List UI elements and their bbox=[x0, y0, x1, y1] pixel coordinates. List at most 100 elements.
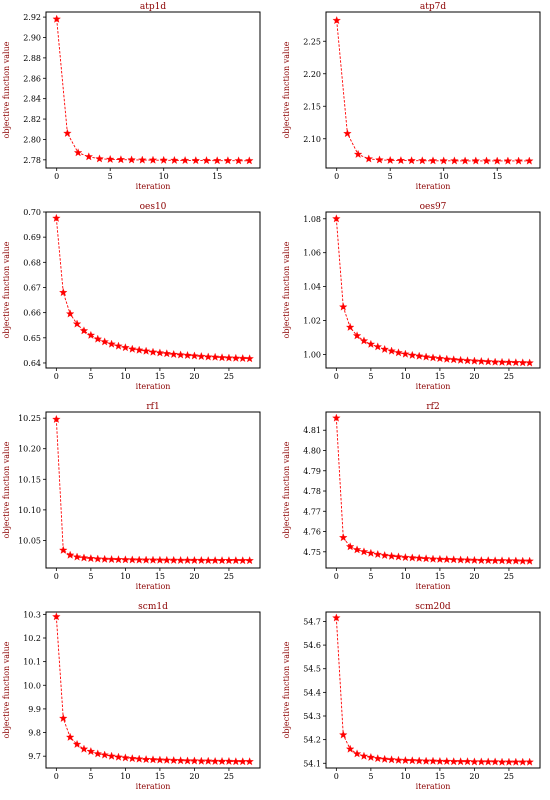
data-point-star bbox=[395, 553, 403, 560]
x-tick-label: 20 bbox=[189, 772, 199, 781]
data-point-star bbox=[87, 747, 95, 754]
data-point-star bbox=[483, 157, 491, 164]
data-point-star bbox=[519, 359, 527, 366]
chart-title: rf1 bbox=[146, 402, 159, 412]
plot-frame bbox=[46, 412, 260, 568]
data-point-star bbox=[498, 358, 506, 365]
data-point-star bbox=[184, 757, 192, 764]
data-point-star bbox=[149, 348, 157, 355]
y-tick-label: 54.6 bbox=[303, 641, 321, 650]
chart-panel-rf2: rf2 0 5 10 15 20 25 4.75 4.76 4.77 4.78 4.79 4.80 4.8… bbox=[280, 400, 550, 595]
data-point-star bbox=[367, 753, 375, 760]
data-point-star bbox=[360, 752, 368, 759]
data-point-star bbox=[218, 757, 226, 764]
data-point-star bbox=[128, 345, 136, 352]
data-point-star bbox=[184, 351, 192, 358]
y-tick-label: 10.20 bbox=[18, 445, 41, 454]
data-point-star bbox=[246, 355, 254, 362]
data-point-star bbox=[374, 755, 382, 762]
data-point-star bbox=[246, 157, 254, 164]
data-point-star bbox=[397, 157, 405, 164]
x-tick-label: 20 bbox=[469, 572, 479, 581]
chart-panel-scm20d: scm20d 0 5 10 15 20 25 54.1 54.2 54.3 54.4 54.5 54.6… bbox=[280, 600, 550, 795]
data-point-star bbox=[139, 156, 147, 163]
x-tick-label: 5 bbox=[368, 772, 373, 781]
y-axis-label: objective function value bbox=[282, 641, 291, 738]
x-axis-label: iteration bbox=[416, 182, 451, 191]
data-point-star bbox=[135, 556, 143, 563]
chart-title: atp1d bbox=[140, 2, 166, 12]
y-tick-label: 2.20 bbox=[303, 70, 321, 79]
y-tick-label: 10.05 bbox=[18, 536, 41, 545]
data-point-star bbox=[526, 758, 534, 765]
y-tick-label: 54.2 bbox=[303, 736, 321, 745]
x-axis-label: iteration bbox=[416, 782, 451, 791]
data-point-star bbox=[478, 758, 486, 765]
data-point-star bbox=[218, 557, 226, 564]
data-point-star bbox=[191, 556, 199, 563]
data-point-star bbox=[408, 554, 416, 561]
x-tick-label: 5 bbox=[88, 772, 93, 781]
y-tick-label: 2.86 bbox=[23, 74, 41, 83]
data-point-star bbox=[512, 557, 520, 564]
data-point-star bbox=[408, 157, 416, 164]
y-tick-label: 1.00 bbox=[303, 350, 321, 359]
data-point-star bbox=[491, 557, 499, 564]
x-tick-label: 20 bbox=[469, 772, 479, 781]
data-point-star bbox=[344, 130, 352, 137]
data-point-star bbox=[170, 350, 178, 357]
x-axis-label: iteration bbox=[136, 782, 171, 791]
plot-frame bbox=[326, 612, 540, 768]
y-tick-label: 2.84 bbox=[23, 95, 41, 104]
y-tick-label: 2.80 bbox=[23, 135, 41, 144]
data-point-star bbox=[177, 757, 185, 764]
y-tick-label: 10.2 bbox=[23, 634, 41, 643]
data-point-star bbox=[436, 355, 444, 362]
data-point-star bbox=[415, 757, 423, 764]
chart-title: rf2 bbox=[426, 402, 439, 412]
chart-svg: atp7d 0 5 10 15 2.10 2.15 2.20 2.25 iteration obje… bbox=[280, 0, 550, 195]
data-point-star bbox=[365, 155, 373, 162]
data-point-star bbox=[177, 351, 185, 358]
x-tick-label: 15 bbox=[155, 372, 165, 381]
x-tick-label: 0 bbox=[54, 372, 59, 381]
plot-frame bbox=[46, 12, 260, 168]
data-point-star bbox=[80, 745, 88, 752]
x-tick-label: 10 bbox=[400, 772, 410, 781]
data-point-star bbox=[96, 155, 104, 162]
x-tick-label: 20 bbox=[189, 572, 199, 581]
data-point-star bbox=[204, 757, 212, 764]
chart-svg: scm1d0 5 10 15 20 259.79.89.910.010.110.210.3… bbox=[0, 600, 270, 795]
x-tick-label: 15 bbox=[435, 772, 445, 781]
x-tick-label: 25 bbox=[224, 772, 234, 781]
data-point-star bbox=[526, 557, 534, 564]
chart-panel-scm1d: scm1d 0 5 10 15 20 25 9.7 9.8 9.9 10.0 10.1 10.2 10.3… bbox=[0, 600, 270, 795]
data-point-star bbox=[519, 557, 527, 564]
y-tick-label: 54.5 bbox=[303, 665, 321, 674]
series-line bbox=[336, 418, 529, 561]
x-tick-label: 25 bbox=[504, 372, 514, 381]
data-point-star bbox=[108, 752, 116, 759]
x-tick-label: 10 bbox=[120, 372, 130, 381]
data-point-star bbox=[388, 347, 396, 354]
data-point-star bbox=[339, 534, 347, 541]
data-point-star bbox=[59, 546, 67, 553]
chart-svg: scm20d0 5 10 15 20 2554.154.254.354.454.554.6… bbox=[280, 600, 550, 795]
y-tick-label: 2.25 bbox=[303, 37, 321, 46]
chart-title: atp7d bbox=[420, 2, 446, 12]
x-tick-label: 25 bbox=[224, 572, 234, 581]
data-point-star bbox=[108, 340, 116, 347]
data-point-star bbox=[101, 751, 109, 758]
chart-svg: oes100 5 10 15 20 250.640.650.660.670.680.690… bbox=[0, 200, 270, 395]
data-point-star bbox=[354, 150, 362, 157]
chart-title: oes97 bbox=[420, 202, 447, 212]
data-point-star bbox=[87, 331, 95, 338]
data-point-star bbox=[464, 357, 472, 364]
x-tick-label: 0 bbox=[54, 572, 59, 581]
y-tick-label: 2.10 bbox=[303, 135, 321, 144]
x-tick-label: 10 bbox=[120, 572, 130, 581]
data-point-star bbox=[170, 756, 178, 763]
data-point-star bbox=[160, 156, 168, 163]
x-tick-label: 0 bbox=[334, 572, 339, 581]
y-tick-label: 10.1 bbox=[23, 658, 41, 667]
